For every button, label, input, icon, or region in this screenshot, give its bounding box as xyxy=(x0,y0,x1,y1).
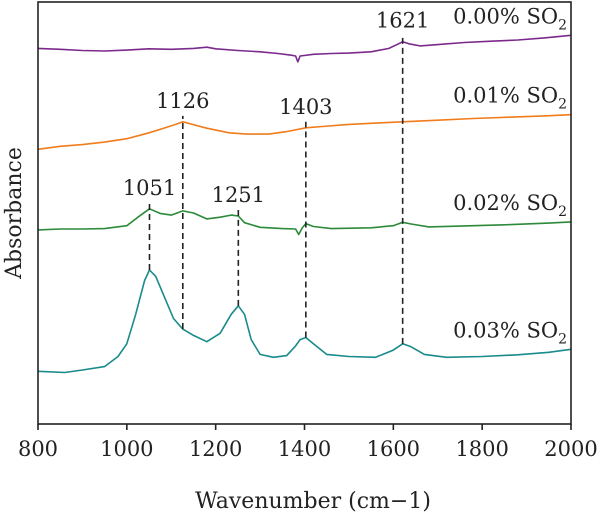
x-tick-label-5: 1800 xyxy=(455,437,508,461)
series-label-1: 0.01% SO2 xyxy=(453,84,567,113)
x-axis-ticks: 800 1000 1200 1400 1600 1800 2000 xyxy=(18,424,598,461)
peak-label-0: 1051 xyxy=(123,176,176,200)
series-label-2: 0.02% SO2 xyxy=(453,191,567,220)
x-tick-label-6: 2000 xyxy=(544,437,597,461)
series-label-0: 0.00% SO2 xyxy=(453,4,567,33)
peak-markers xyxy=(148,35,404,344)
x-tick-label-2: 1200 xyxy=(189,437,242,461)
series-line-3 xyxy=(37,269,572,374)
series-line-1 xyxy=(37,113,572,151)
x-tick-label-3: 1400 xyxy=(278,437,331,461)
x-axis-label: Wavenumber (cm−1) xyxy=(195,489,431,514)
series-layer xyxy=(37,34,572,374)
series-label-3: 0.03% SO2 xyxy=(453,318,567,347)
y-axis-label: Absorbance xyxy=(2,147,27,280)
peak-label-2: 1251 xyxy=(212,183,265,207)
x-tick-label-1: 1000 xyxy=(100,437,153,461)
peak-label-3: 1403 xyxy=(279,95,332,119)
peak-label-4: 1621 xyxy=(376,9,429,33)
peak-label-1: 1126 xyxy=(156,89,209,113)
series-line-0 xyxy=(37,34,572,63)
labels-layer: 0.00% SO2 0.01% SO2 0.02% SO2 0.03% SO2 1051… xyxy=(123,4,567,347)
x-tick-label-4: 1600 xyxy=(367,437,420,461)
series-line-2 xyxy=(37,208,572,236)
x-tick-label-0: 800 xyxy=(18,437,58,461)
